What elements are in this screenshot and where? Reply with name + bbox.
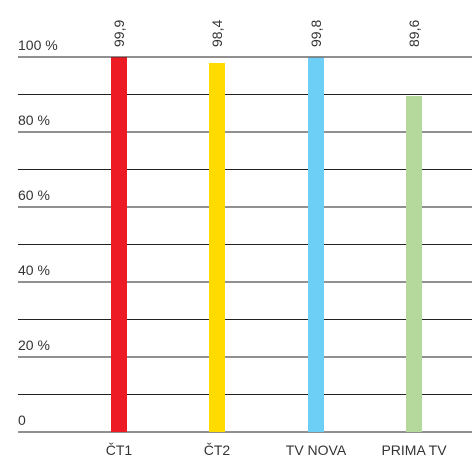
x-tick-label: ČT1 — [106, 442, 133, 458]
y-tick-label: 40 % — [18, 262, 50, 278]
value-label: 98,4 — [209, 20, 225, 47]
y-tick-label: 100 % — [18, 37, 58, 53]
y-tick-label: 80 % — [18, 112, 50, 128]
x-tick-label: PRIMA TV — [381, 442, 447, 458]
value-label: 89,6 — [406, 20, 422, 47]
y-tick-label: 0 — [18, 412, 26, 428]
x-tick-label: TV NOVA — [286, 442, 347, 458]
y-tick-label: 20 % — [18, 337, 50, 353]
x-tick-label: ČT2 — [204, 442, 231, 458]
bar — [308, 57, 324, 432]
bar — [111, 57, 127, 432]
bar — [209, 63, 225, 432]
value-label: 99,9 — [111, 20, 127, 47]
value-label: 99,8 — [308, 20, 324, 47]
y-tick-label: 60 % — [18, 187, 50, 203]
bar — [406, 96, 422, 432]
